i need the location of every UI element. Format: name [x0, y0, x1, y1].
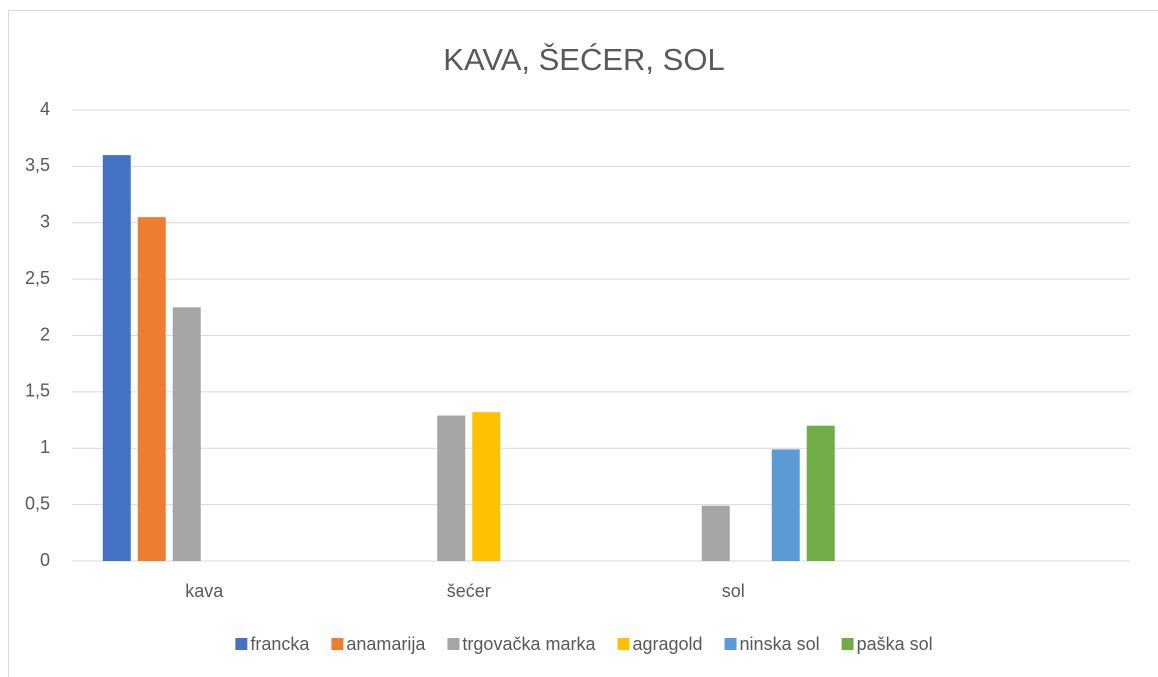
legend-swatch: [841, 638, 854, 650]
bar: [771, 449, 800, 561]
bar: [701, 505, 730, 561]
bar: [437, 415, 466, 561]
y-tick-label: 1,5: [25, 381, 50, 401]
y-tick-label: 2: [40, 324, 50, 344]
legend-swatch: [331, 638, 344, 650]
legend-label: francka: [250, 634, 310, 654]
bar: [472, 412, 501, 561]
legend-label: anamarija: [346, 634, 426, 654]
legend-swatch: [447, 638, 460, 650]
bar: [137, 217, 166, 562]
y-tick-label: 3: [40, 212, 50, 232]
legend-swatch: [235, 638, 248, 650]
chart-title: KAVA, ŠEĆER, SOL: [443, 42, 724, 77]
y-tick-label: 0,5: [25, 493, 50, 513]
y-tick-label: 1: [40, 437, 50, 457]
legend-label: paška sol: [857, 634, 933, 654]
x-tick-label: kava: [185, 581, 224, 601]
bar: [806, 425, 835, 561]
x-tick-label: šećer: [447, 581, 491, 601]
legend-swatch: [617, 638, 630, 650]
legend-swatch: [724, 638, 737, 650]
x-tick-label: sol: [722, 581, 745, 601]
bar: [102, 155, 131, 561]
y-tick-label: 4: [40, 99, 50, 119]
y-tick-label: 0: [40, 550, 50, 570]
bar: [172, 307, 201, 561]
legend-label: trgovačka marka: [462, 634, 596, 654]
legend-label: ninska sol: [740, 634, 820, 654]
y-tick-label: 3,5: [25, 155, 50, 175]
y-tick-label: 2,5: [25, 268, 50, 288]
legend-label: agragold: [632, 634, 702, 654]
